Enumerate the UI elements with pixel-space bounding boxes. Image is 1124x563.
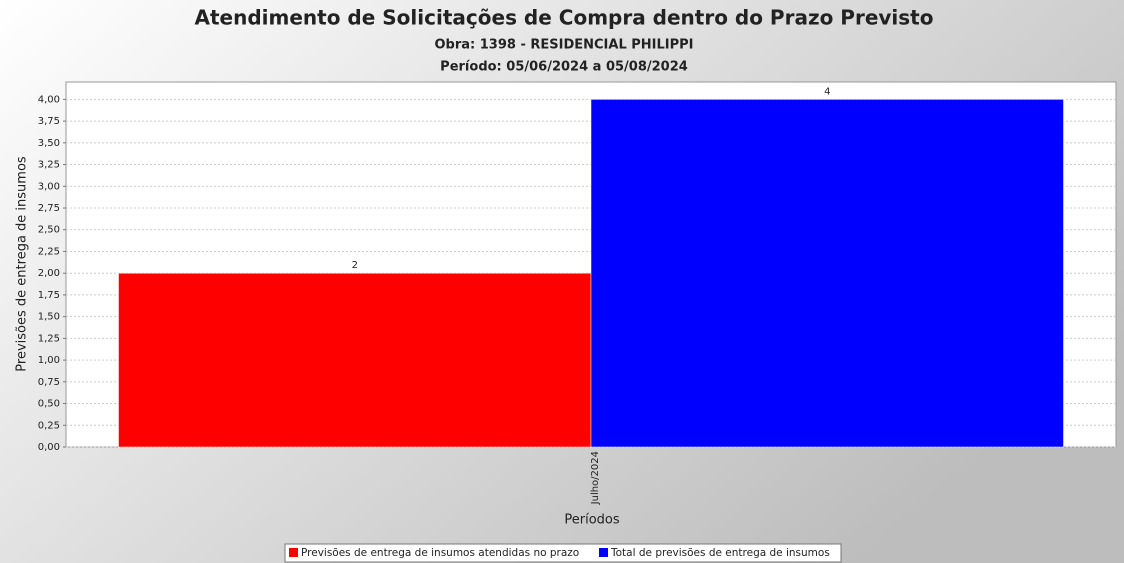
bar: [590, 99, 1064, 448]
chart-title: Atendimento de Solicitações de Compra de…: [195, 6, 934, 30]
x-axis-label: Períodos: [564, 513, 619, 528]
y-tick-label: 2,75: [38, 203, 60, 214]
y-tick-label: 3,50: [38, 138, 60, 149]
legend-swatch: [289, 548, 298, 557]
legend-label: Total de previsões de entrega de insumos: [610, 547, 830, 559]
y-tick-label: 1,50: [38, 312, 60, 323]
y-tick-label: 3,00: [38, 181, 60, 192]
y-tick-label: 2,25: [38, 246, 60, 257]
data-label: 4: [824, 86, 830, 97]
data-label: 2: [352, 260, 358, 271]
chart-subtitle: Período: 05/06/2024 a 05/08/2024: [440, 60, 688, 75]
y-tick-label: 3,75: [38, 116, 60, 127]
y-tick-label: 3,25: [38, 160, 60, 171]
legend-swatch: [599, 548, 608, 557]
y-tick-label: 2,50: [38, 225, 60, 236]
chart-subtitle: Obra: 1398 - RESIDENCIAL PHILIPPI: [434, 38, 693, 53]
x-tick-label: Julho/2024: [590, 451, 601, 505]
y-tick-label: 1,75: [38, 290, 60, 301]
y-tick-label: 1,00: [38, 355, 60, 366]
y-axis-label: Previsões de entrega de insumos: [15, 156, 30, 372]
y-tick-label: 1,25: [38, 333, 60, 344]
y-tick-label: 4,00: [38, 94, 60, 105]
y-tick-label: 0,00: [38, 442, 60, 453]
legend-label: Previsões de entrega de insumos atendida…: [301, 547, 579, 559]
y-tick-label: 2,00: [38, 268, 60, 279]
legend: [284, 543, 842, 563]
bar: [118, 272, 592, 448]
y-tick-label: 0,50: [38, 399, 60, 410]
y-tick-label: 0,25: [38, 420, 60, 431]
y-tick-label: 0,75: [38, 377, 60, 388]
